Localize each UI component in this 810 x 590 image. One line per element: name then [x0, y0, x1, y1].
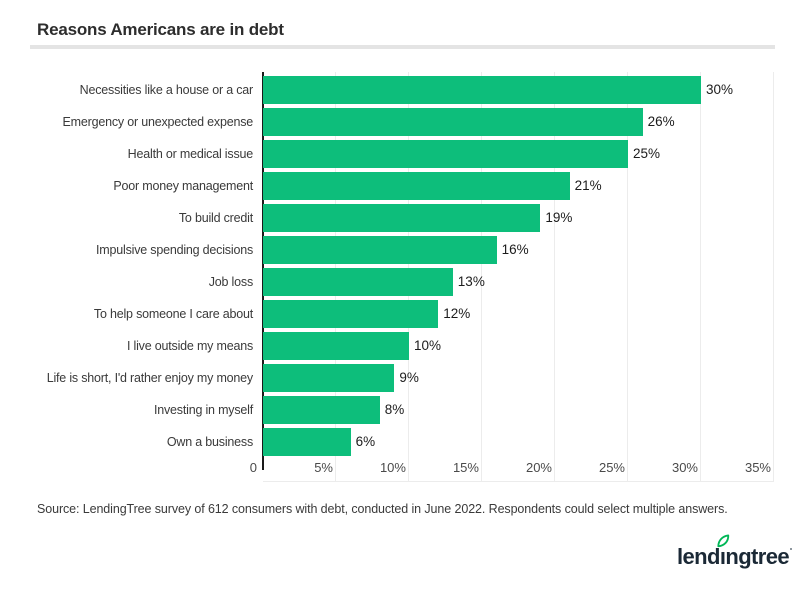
bar-row: To help someone I care about 12% [30, 298, 774, 330]
bar [263, 332, 409, 360]
bar-row: Investing in myself 8% [30, 394, 774, 426]
bar [263, 236, 497, 264]
x-tick-label: 20% [525, 460, 552, 475]
trademark-dot [790, 548, 792, 550]
bar-row: Impulsive spending decisions 16% [30, 234, 774, 266]
category-label: Poor money management [113, 179, 253, 193]
bar [263, 76, 701, 104]
category-label: To build credit [178, 211, 253, 225]
bar [263, 428, 351, 456]
bar-track: 26% [263, 108, 774, 136]
lendingtree-logo: lendı ngtree [677, 534, 792, 570]
value-label: 21% [574, 178, 602, 193]
x-tick-label: 15% [452, 460, 479, 475]
bar [263, 300, 439, 328]
source-note: Source: LendingTree survey of 612 consum… [37, 502, 728, 516]
bar-track: 13% [263, 268, 774, 296]
logo-wordmark: lendı ngtree [677, 534, 792, 570]
gridline [554, 72, 555, 481]
bar-row: Emergency or unexpected expense 26% [30, 106, 774, 138]
value-label: 25% [633, 146, 661, 161]
value-label: 19% [545, 210, 573, 225]
bar-track: 21% [263, 172, 774, 200]
category-label: Emergency or unexpected expense [62, 115, 254, 129]
category-label: Health or medical issue [127, 147, 254, 161]
value-label: 30% [706, 82, 734, 97]
category-label: Life is short, I'd rather enjoy my money [46, 371, 253, 385]
bar [263, 268, 453, 296]
value-label: 26% [647, 114, 675, 129]
logo-text-pre: lend [677, 544, 720, 569]
category-label: Necessities like a house or a car [79, 83, 254, 97]
bar-row: Own a business 6% [30, 426, 774, 458]
bar [263, 108, 643, 136]
x-tick-label: 30% [671, 460, 698, 475]
value-label: 13% [457, 274, 485, 289]
x-tick-label: 10% [379, 460, 406, 475]
category-label: Impulsive spending decisions [96, 243, 253, 257]
bar [263, 172, 570, 200]
category-label: To help someone I care about [93, 307, 253, 321]
x-tick-label: 35% [744, 460, 771, 475]
gridline [773, 72, 774, 481]
category-label: Own a business [166, 435, 253, 449]
bar-rows: Necessities like a house or a car 30% Emer… [30, 74, 774, 458]
x-tick-label: 5% [314, 460, 333, 475]
bar-track: 8% [263, 396, 774, 424]
x-tick-label: 25% [598, 460, 625, 475]
value-label: 8% [384, 402, 405, 417]
bar-track: 9% [263, 364, 774, 392]
category-label: Investing in myself [153, 403, 253, 417]
value-label: 12% [443, 306, 471, 321]
bar [263, 140, 628, 168]
category-label: I live outside my means [126, 339, 253, 353]
x-tick-label: 0 [249, 460, 257, 475]
bar-row: Life is short, I'd rather enjoy my money… [30, 362, 774, 394]
bar-row: I live outside my means 10% [30, 330, 774, 362]
logo-letter-i: ı [717, 534, 730, 570]
bar-track: 25% [263, 140, 774, 168]
bar-row: Health or medical issue 25% [30, 138, 774, 170]
bar-chart: Necessities like a house or a car 30% Emer… [30, 72, 774, 482]
value-label: 10% [413, 338, 442, 353]
bar [263, 364, 395, 392]
chart-title: Reasons Americans are in debt [37, 20, 284, 39]
bar-track: 19% [263, 204, 774, 232]
bar [263, 204, 541, 232]
gridline [480, 72, 482, 481]
logo-text-post: ngtree [725, 544, 789, 569]
value-label: 16% [501, 242, 529, 257]
value-label: 9% [399, 370, 419, 385]
gridline [627, 72, 628, 481]
title-divider [30, 45, 775, 49]
bar-row: Necessities like a house or a car 30% [30, 74, 774, 106]
bar-row: To build credit 19% [30, 202, 774, 234]
gridline [700, 72, 701, 481]
bar [263, 396, 380, 424]
bar-row: Poor money management 21% [30, 170, 774, 202]
category-label: Job loss [208, 275, 253, 289]
x-axis-tick-labels: 0 5% 10% 15% 20% 25% 30% 35% [250, 460, 774, 478]
bar-track: 6% [263, 428, 774, 456]
leaf-icon [716, 534, 730, 548]
bar-track: 12% [263, 300, 774, 328]
bar-track: 10% [263, 332, 774, 360]
bar-track: 30% [263, 76, 774, 104]
bar-track: 16% [263, 236, 774, 264]
value-label: 6% [355, 434, 376, 449]
bar-row: Job loss 13% [30, 266, 774, 298]
